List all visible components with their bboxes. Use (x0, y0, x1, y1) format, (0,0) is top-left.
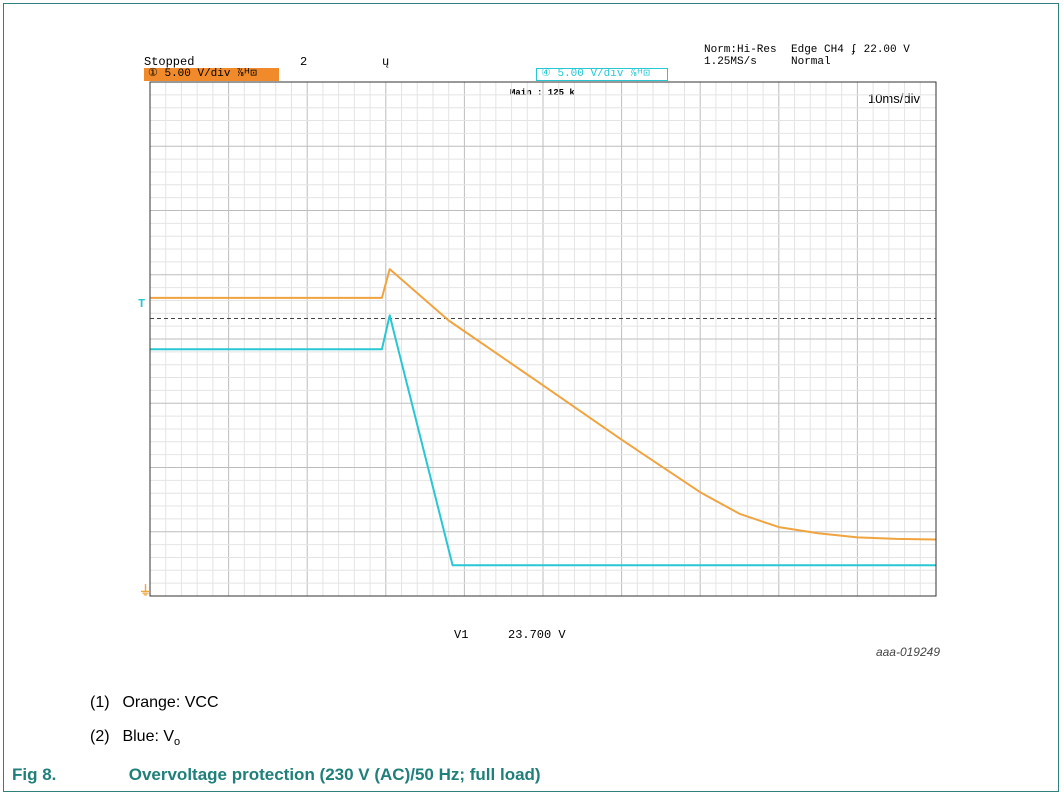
trace-vcc (150, 268, 937, 541)
scope-grid (149, 81, 937, 597)
figure-number: Fig 8. (12, 765, 57, 784)
legend-num: (2) (90, 728, 110, 745)
trigger-position-marker: ų (382, 55, 390, 69)
legend-text: Orange: VCC (122, 694, 219, 711)
figure-id: aaa-019249 (875, 645, 940, 659)
sample-rate: 1.25MS/s (704, 56, 757, 68)
ch1-scale-badge: ① 5.00 V/div ⅞ᴴ⊡ (144, 68, 279, 81)
legend-num: (1) (90, 694, 110, 711)
trigger-setup: Edge CH4 ʄ 22.00 V (791, 44, 910, 56)
cursor-name: V1 (454, 628, 469, 642)
acquisition-mode: Norm:Hi-Res (704, 44, 777, 56)
record-length-label: Main : 125 k (510, 88, 575, 98)
acquisition-status: Stopped (144, 55, 195, 69)
legend-subscript: o (174, 736, 181, 749)
figure-title: Overvoltage protection (230 V (AC)/50 Hz… (128, 765, 541, 784)
plot-border (149, 81, 937, 597)
scope-traces (150, 268, 937, 567)
legend-item: (2) Blue: Vo (90, 728, 180, 748)
cursor-value: 23.700 V (508, 628, 566, 642)
marker-2-label: 2 (300, 55, 308, 69)
trigger-level-indicator: T (138, 297, 146, 311)
trace-vo (150, 314, 936, 567)
figure-caption: Fig 8. Overvoltage protection (230 V (AC… (12, 765, 541, 785)
legend-item: (1) Orange: VCC (90, 694, 219, 712)
ground-indicator: ⏚ (139, 584, 153, 599)
figure-frame (3, 3, 1059, 792)
legend-text: Blue: V (122, 728, 175, 745)
ch4-scale-badge: ④ 5.00 V/div ⅞ᴴ⊡ (536, 68, 668, 81)
trigger-mode: Normal (791, 56, 831, 68)
